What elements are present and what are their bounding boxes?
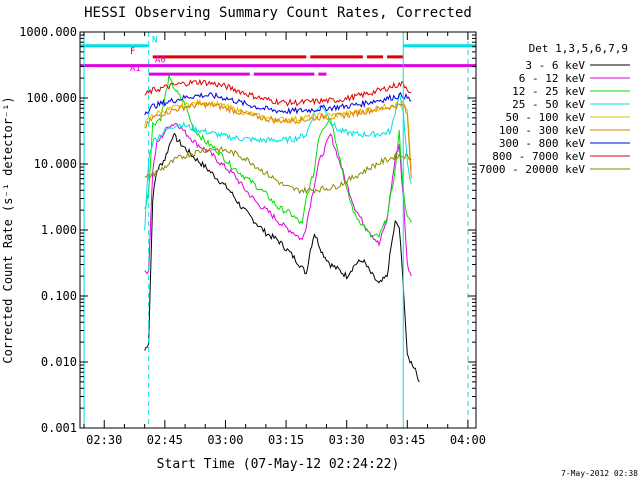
flag-label-1: F xyxy=(130,47,135,57)
series-line-5 xyxy=(144,101,412,179)
legend-label-6: 300 - 800 keV xyxy=(499,137,585,150)
legend-label-3: 25 - 50 keV xyxy=(512,98,585,111)
x-tick-label-0: 02:30 xyxy=(86,433,122,447)
y-axis-label: Corrected Count Rate (s⁻¹ detector⁻¹) xyxy=(1,96,15,363)
legend-label-8: 7000 - 20000 keV xyxy=(479,163,585,176)
legend-title: Det 1,3,5,6,7,9 xyxy=(529,42,628,55)
series-line-2 xyxy=(144,75,412,239)
axes-layer: 02:30 02:45 03:00 03:15 03:30 03:45 04:00 0.001… xyxy=(19,25,486,447)
series-line-8 xyxy=(144,146,412,195)
x-tick-label-4: 03:30 xyxy=(329,433,365,447)
legend-label-0: 3 - 6 keV xyxy=(525,59,585,72)
y-tick-label-6: 1000.000 xyxy=(19,25,77,39)
series-line-1 xyxy=(144,122,412,277)
legend-label-1: 6 - 12 keV xyxy=(519,72,586,85)
legend-label-4: 50 - 100 keV xyxy=(506,111,586,124)
vertical-lines-layer xyxy=(83,32,469,428)
flag-label-3: A1 xyxy=(130,64,141,74)
series-line-0 xyxy=(144,132,420,383)
flag-label-2: A0 xyxy=(155,56,166,66)
y-tick-label-4: 10.000 xyxy=(34,157,77,171)
x-tick-label-6: 04:00 xyxy=(450,433,486,447)
y-tick-label-1: 0.010 xyxy=(41,355,77,369)
x-tick-label-2: 03:00 xyxy=(207,433,243,447)
flag-label-0: N xyxy=(152,36,157,46)
series-line-6 xyxy=(144,91,412,116)
legend-label-2: 12 - 25 keV xyxy=(512,85,585,98)
chart-title: HESSI Observing Summary Count Rates, Cor… xyxy=(84,5,472,21)
y-tick-label-3: 1.000 xyxy=(41,223,77,237)
x-tick-label-1: 02:45 xyxy=(147,433,183,447)
y-tick-label-0: 0.001 xyxy=(41,421,77,435)
series-layer xyxy=(144,75,420,383)
x-tick-label-3: 03:15 xyxy=(268,433,304,447)
series-line-3 xyxy=(144,92,412,231)
legend-label-7: 800 - 7000 keV xyxy=(492,150,585,163)
y-tick-label-2: 0.100 xyxy=(41,289,77,303)
x-axis-label: Start Time (07-May-12 02:24:22) xyxy=(157,457,400,472)
footer-timestamp: 7-May-2012 02:38 xyxy=(561,469,638,478)
flag-bars-layer: N F A0 A1 xyxy=(80,36,476,76)
series-line-7 xyxy=(144,78,412,107)
y-tick-label-5: 100.000 xyxy=(26,91,77,105)
legend-label-5: 100 - 300 keV xyxy=(499,124,585,137)
plot-frame xyxy=(79,31,477,429)
x-tick-label-5: 03:45 xyxy=(389,433,425,447)
